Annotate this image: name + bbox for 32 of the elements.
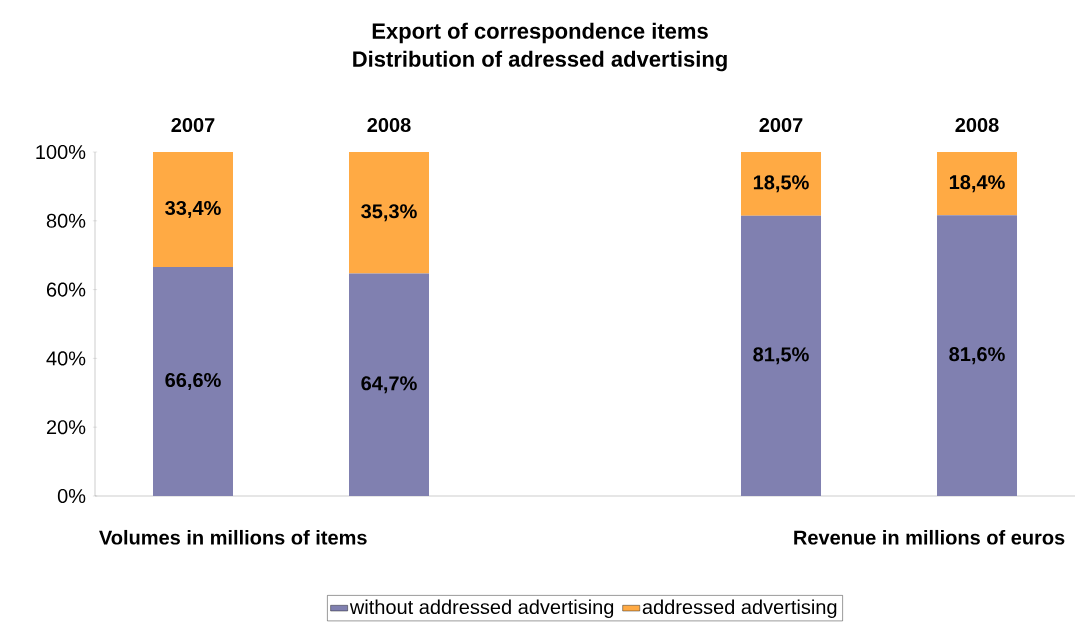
data-label: 64,7% <box>361 376 417 394</box>
y-tick-label: 0% <box>57 488 86 504</box>
chart-title: Export of correspondence items <box>372 22 708 44</box>
bar <box>349 273 430 496</box>
text: Revenue in millions of euros <box>794 529 1065 545</box>
data-label: 18,5% <box>753 175 809 193</box>
bar <box>937 152 1018 216</box>
x-tick-label: 2008 <box>955 117 999 133</box>
y-tick-label: 80% <box>46 213 86 228</box>
y-tick-label: 40% <box>46 351 86 366</box>
data-label: 81,6% <box>949 347 1005 365</box>
bar <box>741 215 822 496</box>
x-tick-label: 2008 <box>367 117 411 133</box>
bar <box>349 152 430 274</box>
bar <box>937 215 1018 496</box>
legend-label: addressed advertising <box>642 599 837 619</box>
data-label: 35,3% <box>361 204 417 222</box>
legend-label: without addressed advertising <box>349 599 614 619</box>
data-label: 18,4% <box>949 175 1005 193</box>
bar <box>153 266 233 496</box>
data-label: 81,5% <box>753 347 809 365</box>
text: Volumes in millions of items <box>99 529 367 545</box>
chart-subtitle: Distribution of adressed advertising <box>353 50 727 72</box>
bar <box>153 152 233 267</box>
x-tick-label: 2007 <box>759 117 803 133</box>
y-tick-label: 60% <box>46 282 86 297</box>
bar <box>741 152 822 216</box>
x-tick-label: 2007 <box>171 117 215 133</box>
data-label: 33,4% <box>165 200 221 218</box>
y-tick-label: 20% <box>46 420 86 435</box>
y-tick-label: 100% <box>36 144 86 160</box>
data-label: 66,6% <box>165 372 221 390</box>
